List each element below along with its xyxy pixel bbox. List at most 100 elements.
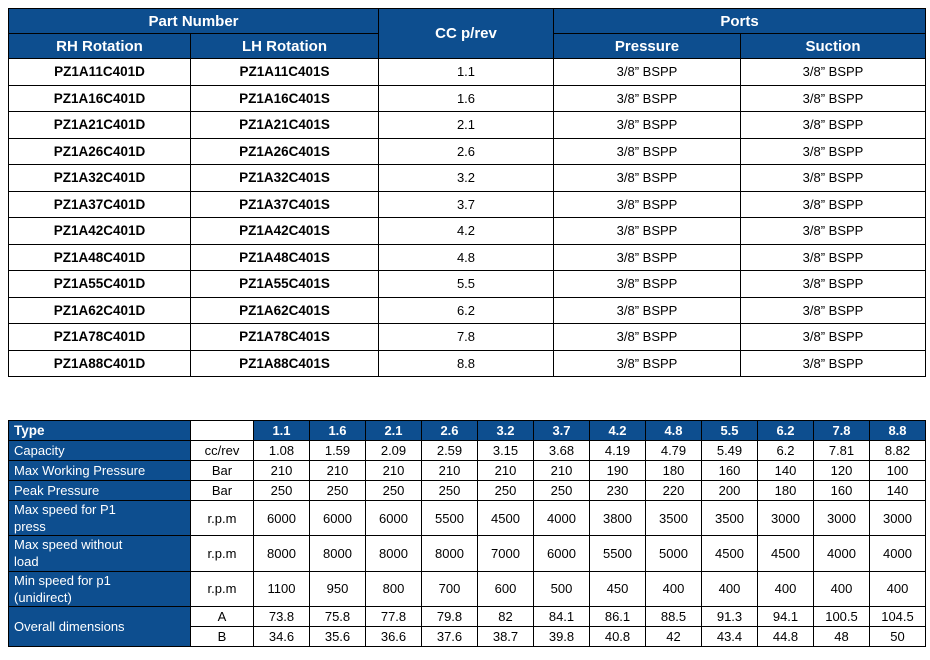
pressure-port-cell: 3/8” BSPP (553, 137, 741, 165)
cc-value-cell: 5.5 (378, 270, 554, 298)
spec-value-cell: 3500 (701, 499, 758, 537)
spec-unit-cell: r.p.m (190, 499, 254, 537)
pressure-port-cell: 3/8” BSPP (553, 84, 741, 112)
spec-column-header: 1.6 (309, 420, 366, 441)
rh-part-number-cell: PZ1A21C401D (8, 111, 191, 139)
spec-row-label: Max speed without load (8, 535, 191, 572)
spec-value-cell: 91.3 (701, 605, 758, 627)
spec-value-cell: 1.08 (253, 440, 310, 461)
spec-column-header: 4.2 (589, 420, 646, 441)
spec-value-cell: 8000 (365, 535, 422, 572)
ports-header: Ports (553, 8, 926, 34)
suction-port-cell: 3/8” BSPP (740, 111, 926, 139)
spec-value-cell: 200 (701, 480, 758, 501)
spec-value-cell: 40.8 (589, 625, 646, 647)
cc-value-cell: 1.1 (378, 58, 554, 86)
spec-header-row: Type 1.1 1.6 2.1 2.6 3.2 3.7 4.2 4.8 5.5 6.2 7.8 8.… (8, 420, 926, 441)
pressure-port-cell: 3/8” BSPP (553, 58, 741, 86)
lh-part-number-cell: PZ1A62C401S (190, 296, 379, 324)
lh-part-number-cell: PZ1A37C401S (190, 190, 379, 218)
spec-value-cell: 37.6 (421, 625, 478, 647)
spec-value-cell: 450 (589, 570, 646, 607)
spec-column-header: 7.8 (813, 420, 870, 441)
pressure-port-cell: 3/8” BSPP (553, 164, 741, 192)
spec-column-header: 6.2 (757, 420, 814, 441)
pressure-port-cell: 3/8” BSPP (553, 243, 741, 271)
part-number-row: PZ1A55C401D PZ1A55C401S 5.5 3/8” BSPP 3/8” B… (8, 270, 926, 298)
spec-value-cell: 34.6 (253, 625, 310, 647)
spec-value-cell: 3.15 (477, 440, 534, 461)
rh-part-number-cell: PZ1A88C401D (8, 349, 191, 377)
suction-port-cell: 3/8” BSPP (740, 84, 926, 112)
overall-dimensions-row: B 34.6 35.6 36.6 37.6 38.7 39.8 40.8 42 43.4 44.8 4… (9, 625, 926, 647)
spec-value-cell: 100 (869, 460, 926, 481)
header-row-1: Part Number CC p/rev Ports (8, 8, 926, 59)
part-number-row: PZ1A16C401D PZ1A16C401S 1.6 3/8” BSPP 3/8” B… (8, 84, 926, 112)
spec-row: Capacity cc/rev 1.08 1.59 2.09 2.59 3.15 3.68 4.… (8, 440, 926, 461)
spec-table-body: Capacity cc/rev 1.08 1.59 2.09 2.59 3.15 3.68 4.… (8, 440, 926, 647)
spec-column-header: 2.1 (365, 420, 422, 441)
spec-value-cell: 800 (365, 570, 422, 607)
spec-value-cell: 43.4 (701, 625, 758, 647)
spec-value-cell: 180 (757, 480, 814, 501)
spec-value-cell: 44.8 (757, 625, 814, 647)
spec-row: Max speed for P1 press r.p.m 6000 6000 6000 5… (8, 499, 926, 537)
part-number-table-header: Part Number CC p/rev Ports RH Rotation L… (8, 8, 926, 59)
pressure-port-cell: 3/8” BSPP (553, 323, 741, 351)
cc-value-cell: 3.2 (378, 164, 554, 192)
spec-table-header: Type 1.1 1.6 2.1 2.6 3.2 3.7 4.2 4.8 5.5 6.2 7.8 8.… (8, 420, 926, 441)
suction-port-cell: 3/8” BSPP (740, 217, 926, 245)
spec-value-cell: 210 (533, 460, 590, 481)
spec-value-cell: 1100 (253, 570, 310, 607)
spec-value-cell: 4000 (533, 499, 590, 537)
spec-value-cell: 4500 (757, 535, 814, 572)
pressure-header: Pressure (553, 33, 741, 59)
spec-value-cell: 2.59 (421, 440, 478, 461)
spec-unit-cell: r.p.m (190, 570, 254, 607)
spec-value-cell: 230 (589, 480, 646, 501)
spec-value-cell: 50 (869, 625, 926, 647)
suction-port-cell: 3/8” BSPP (740, 296, 926, 324)
lh-part-number-cell: PZ1A26C401S (190, 137, 379, 165)
unit-column-header (190, 420, 254, 441)
spec-value-cell: 950 (309, 570, 366, 607)
spec-column-header: 3.2 (477, 420, 534, 441)
part-number-row: PZ1A78C401D PZ1A78C401S 7.8 3/8” BSPP 3/8” B… (8, 323, 926, 351)
spec-value-cell: 100.5 (813, 605, 870, 627)
spec-value-cell: 79.8 (421, 605, 478, 627)
spec-column-header: 1.1 (253, 420, 310, 441)
spec-value-cell: 140 (757, 460, 814, 481)
spec-column-header: 2.6 (421, 420, 478, 441)
type-header: Type (8, 420, 191, 441)
spec-value-cell: 3500 (645, 499, 702, 537)
spec-value-cell: 39.8 (533, 625, 590, 647)
overall-dimensions-row: Overall dimensions A 73.8 75.8 77.8 79.8 82 84.… (8, 605, 926, 647)
spec-value-cell: 250 (309, 480, 366, 501)
spec-value-cell: 6000 (533, 535, 590, 572)
spec-value-cell: 4500 (701, 535, 758, 572)
spec-value-cell: 250 (533, 480, 590, 501)
suction-port-cell: 3/8” BSPP (740, 243, 926, 271)
part-number-table-body: PZ1A11C401D PZ1A11C401S 1.1 3/8” BSPP 3/8” B… (8, 58, 926, 377)
pressure-port-cell: 3/8” BSPP (553, 270, 741, 298)
spec-value-cell: 180 (645, 460, 702, 481)
pressure-port-cell: 3/8” BSPP (553, 296, 741, 324)
spec-value-cell: 84.1 (533, 605, 590, 627)
part-number-row: PZ1A21C401D PZ1A21C401S 2.1 3/8” BSPP 3/8” B… (8, 111, 926, 139)
spec-value-cell: 250 (253, 480, 310, 501)
rh-part-number-cell: PZ1A32C401D (8, 164, 191, 192)
rh-part-number-cell: PZ1A11C401D (8, 58, 191, 86)
suction-port-cell: 3/8” BSPP (740, 58, 926, 86)
spec-unit-cell: cc/rev (190, 440, 254, 461)
part-number-row: PZ1A32C401D PZ1A32C401S 3.2 3/8” BSPP 3/8” B… (8, 164, 926, 192)
suction-port-cell: 3/8” BSPP (740, 323, 926, 351)
spec-value-cell: 73.8 (253, 605, 310, 627)
spec-column-header: 5.5 (701, 420, 758, 441)
spec-row-label: Max speed for P1 press (8, 499, 191, 537)
lh-part-number-cell: PZ1A42C401S (190, 217, 379, 245)
part-number-row: PZ1A11C401D PZ1A11C401S 1.1 3/8” BSPP 3/8” B… (8, 58, 926, 86)
spec-value-cell: 42 (645, 625, 702, 647)
cc-prev-header: CC p/rev (378, 8, 554, 59)
spec-row-label: Min speed for p1 (unidirect) (8, 570, 191, 607)
spec-value-cell: 400 (813, 570, 870, 607)
